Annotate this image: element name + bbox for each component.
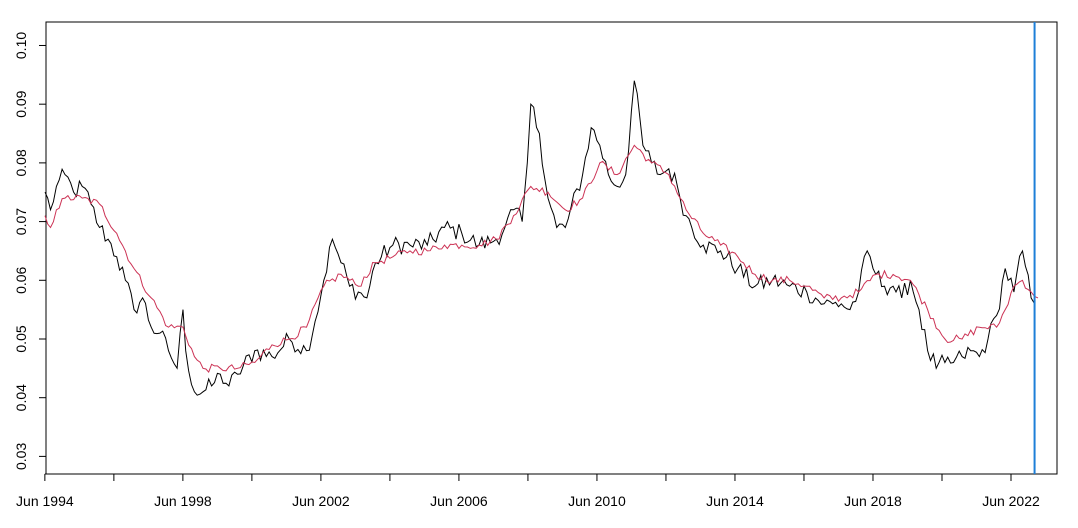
y-axis: 0.03 0.04 0.05 0.06 0.07 0.08 0.09 0.10 — [13, 32, 47, 470]
y-tick-label: 0.04 — [13, 384, 29, 411]
y-tick-label: 0.05 — [13, 325, 29, 352]
x-tick-label: Jun 2006 — [430, 493, 488, 509]
x-tick-label: Jun 1998 — [154, 493, 212, 509]
y-tick-label: 0.08 — [13, 149, 29, 176]
y-tick-label: 0.07 — [13, 208, 29, 235]
series-layer — [44, 80, 1039, 396]
series-line-1 — [44, 144, 1039, 374]
plot-frame — [45, 21, 1058, 475]
x-axis: Jun 1994 Jun 1998 Jun 2002 Jun 2006 Jun 2010… — [16, 473, 1040, 509]
x-tick-label: Jun 2022 — [982, 493, 1040, 509]
x-tick-label: Jun 1994 — [16, 493, 74, 509]
y-tick-label: 0.03 — [13, 443, 29, 470]
y-tick-label: 0.06 — [13, 266, 29, 293]
x-tick-label: Jun 2010 — [568, 493, 626, 509]
x-tick-label: Jun 2002 — [292, 493, 350, 509]
series-line-0 — [44, 80, 1036, 396]
y-tick-label: 0.09 — [13, 90, 29, 117]
x-tick-label: Jun 2014 — [706, 493, 764, 509]
y-tick-label: 0.10 — [13, 32, 29, 59]
x-tick-label: Jun 2018 — [844, 493, 902, 509]
